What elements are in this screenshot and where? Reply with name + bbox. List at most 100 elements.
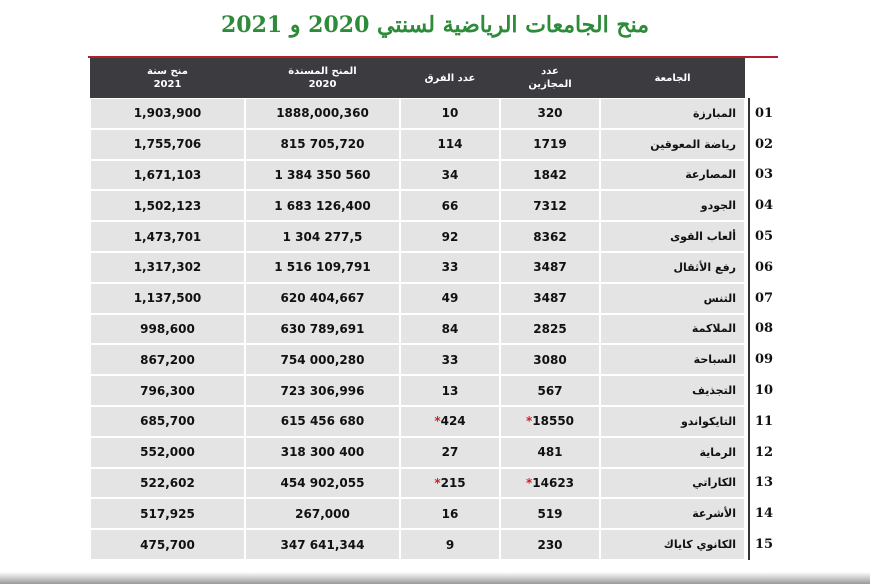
cell-value: 522,602 [90,467,245,499]
federation-name: رياضة المعوقين [600,128,745,160]
cell-value: 754 000,280 [245,344,400,376]
cell-value: 318 300 400 [245,436,400,468]
cell-value: 815 705,720 [245,128,400,160]
footnote-mark: * [434,414,441,429]
cell-value: 2825 [500,313,600,345]
cell-value: 1 384 350 560 [245,159,400,191]
cell-value: 1,317,302 [90,252,245,283]
row-index: 04 [748,190,778,222]
cell-value: 1,671,103 [90,159,245,191]
cell-value: 1,903,900 [90,98,245,129]
index-header-blank [748,58,778,98]
cell-value: 3487 [500,282,600,314]
cell-value: 66 [400,190,500,222]
header-line: 2021 [153,79,182,90]
row-index: 11 [748,406,778,437]
cell-value: 8362 [500,221,600,252]
federation-name: التجذيف [600,375,745,406]
cell-value: * 18550 [500,406,600,437]
cell-value: 454 902,055 [245,467,400,499]
federation-name: الجودو [600,190,745,222]
cell-value: 320 [500,98,600,129]
cell-value: 10 [400,98,500,129]
cell-value: 3487 [500,252,600,283]
cell-value: 33 [400,252,500,283]
cell-value: 1842 [500,159,600,191]
cell-value: 1 516 109,791 [245,252,400,283]
cell-value: 1,137,500 [90,282,245,314]
cell-value: 475,700 [90,529,245,560]
cell-value: 1888,000,360 [245,98,400,129]
federation-name: الرماية [600,436,745,468]
cell-text: 215 [440,475,466,490]
header-line: عدد الفرق [424,72,476,84]
header-line: عدد [541,66,559,77]
column-header: عدد المجازين [500,58,600,98]
title: منح الجامعات الرياضية لسنتي 2020 و 2021 [220,12,650,38]
federation-name: الكانوي كاياك [600,529,745,560]
cell-value: 230 [500,529,600,560]
cell-text: 18550 [532,414,575,429]
federation-name: ألعاب القوى [600,221,745,252]
cell-value: 1 304 277,5 [245,221,400,252]
federation-name: المصارعة [600,159,745,191]
cell-value: 114 [400,128,500,160]
column-header: عدد الفرق [400,58,500,98]
cell-value: 13 [400,375,500,406]
row-index: 13 [748,467,778,499]
federation-name: الكاراتي [600,467,745,499]
cell-value: 1,755,706 [90,128,245,160]
cell-value: 517,925 [90,498,245,530]
footer-shade [0,572,870,584]
row-index: 03 [748,159,778,191]
column-header: منح سنة 2021 [90,58,245,98]
row-index: 14 [748,498,778,530]
cell-value: 552,000 [90,436,245,468]
cell-value: 33 [400,344,500,376]
cell-value: * 215 [400,467,500,499]
header-line: 2020 [308,79,337,90]
cell-value: 620 404,667 [245,282,400,314]
cell-value: 92 [400,221,500,252]
cell-value: 998,600 [90,313,245,345]
cell-value: 1 683 126,400 [245,190,400,222]
cell-value: * 14623 [500,467,600,499]
cell-value: 3080 [500,344,600,376]
row-index: 12 [748,436,778,468]
federation-name: السباحة [600,344,745,376]
federation-name: الملاكمة [600,313,745,345]
federation-name: رفع الأثقال [600,252,745,283]
cell-value: 267,000 [245,498,400,530]
cell-value: 481 [500,436,600,468]
cell-value: 630 789,691 [245,313,400,345]
cell-value: 9 [400,529,500,560]
cell-value: 615 456 680 [245,406,400,437]
cell-value: 34 [400,159,500,191]
row-index: 02 [748,128,778,160]
cell-value: 27 [400,436,500,468]
cell-value: 867,200 [90,344,245,376]
cell-value: 723 306,996 [245,375,400,406]
cell-value: 685,700 [90,406,245,437]
federation-name: التنس [600,282,745,314]
header-line: الجامعة [654,72,691,84]
row-index: 10 [748,375,778,406]
cell-value: 49 [400,282,500,314]
header-line: المنح المسندة [288,66,357,77]
header-line: منح سنة [147,66,188,77]
row-index: 15 [748,529,778,560]
cell-value: 519 [500,498,600,530]
header-rule [88,56,778,58]
row-index: 06 [748,252,778,283]
federation-name: التايكواندو [600,406,745,437]
row-index: 07 [748,282,778,314]
row-index: 08 [748,313,778,345]
federation-name: المبارزة [600,98,745,129]
cell-text: 424 [440,414,466,429]
cell-value: 1,473,701 [90,221,245,252]
cell-value: 1,502,123 [90,190,245,222]
row-index: 09 [748,344,778,376]
cell-value: 567 [500,375,600,406]
cell-value: 1719 [500,128,600,160]
